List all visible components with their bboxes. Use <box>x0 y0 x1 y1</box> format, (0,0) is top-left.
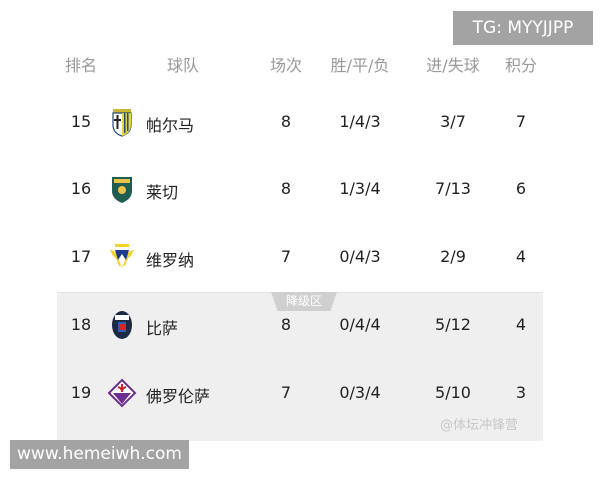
table-row[interactable]: 15 8 1/4/3 3/7 7 帕尔马 <box>0 107 600 137</box>
cell-goals: 7/13 <box>435 179 471 198</box>
cell-wdl: 0/4/4 <box>339 315 381 334</box>
cell-wdl: 1/3/4 <box>339 179 381 198</box>
cell-points: 4 <box>515 315 527 334</box>
team-name[interactable]: 帕尔马 <box>146 116 195 135</box>
team-name[interactable]: 佛罗伦萨 <box>146 387 211 406</box>
header-goals: 进/失球 <box>426 56 480 75</box>
cell-points: 3 <box>515 383 527 402</box>
table-row[interactable]: 18 8 0/4/4 5/12 4 比萨 <box>0 310 600 340</box>
header-team: 球队 <box>166 56 200 75</box>
team-name[interactable]: 比萨 <box>146 319 179 338</box>
fiorentina-crest-icon <box>107 378 137 408</box>
cell-wdl: 0/3/4 <box>339 383 381 402</box>
pisa-crest-icon <box>107 310 137 340</box>
team-name[interactable]: 维罗纳 <box>146 251 195 270</box>
cell-points: 6 <box>515 179 527 198</box>
cell-played: 7 <box>280 383 292 402</box>
cell-rank: 17 <box>70 247 92 266</box>
header-points: 积分 <box>504 56 538 75</box>
cell-goals: 5/10 <box>435 383 471 402</box>
table-row[interactable]: 19 7 0/3/4 5/10 3 佛罗伦萨 <box>0 378 600 408</box>
cell-goals: 3/7 <box>440 112 466 131</box>
table-row[interactable]: 16 8 1/3/4 7/13 6 莱切 <box>0 174 600 204</box>
header-rank: 排名 <box>64 56 98 75</box>
verona-crest-icon <box>107 242 137 272</box>
cell-goals: 5/12 <box>435 315 471 334</box>
cell-wdl: 1/4/3 <box>339 112 381 131</box>
tg-watermark: TG: MYYJJPP <box>453 11 593 45</box>
cell-rank: 18 <box>70 315 92 334</box>
header-played: 场次 <box>269 56 303 75</box>
site-watermark: www.hemeiwh.com <box>10 440 189 469</box>
cell-played: 8 <box>280 112 292 131</box>
cell-rank: 19 <box>70 383 92 402</box>
relegation-zone <box>57 292 543 441</box>
cell-rank: 16 <box>70 179 92 198</box>
cell-goals: 2/9 <box>440 247 466 266</box>
parma-crest-icon <box>107 107 137 137</box>
cell-wdl: 0/4/3 <box>339 247 381 266</box>
relegation-badge: 降级区 <box>271 292 337 311</box>
header-wdl: 胜/平/负 <box>330 56 390 75</box>
team-name[interactable]: 莱切 <box>146 183 179 202</box>
cell-points: 4 <box>515 247 527 266</box>
cell-points: 7 <box>515 112 527 131</box>
source-watermark: @体坛冲锋营 <box>440 418 519 433</box>
cell-played: 8 <box>280 179 292 198</box>
cell-rank: 15 <box>70 112 92 131</box>
lecce-crest-icon <box>107 174 137 204</box>
cell-played: 8 <box>280 315 292 334</box>
table-row[interactable]: 17 7 0/4/3 2/9 4 维罗纳 <box>0 242 600 272</box>
cell-played: 7 <box>280 247 292 266</box>
